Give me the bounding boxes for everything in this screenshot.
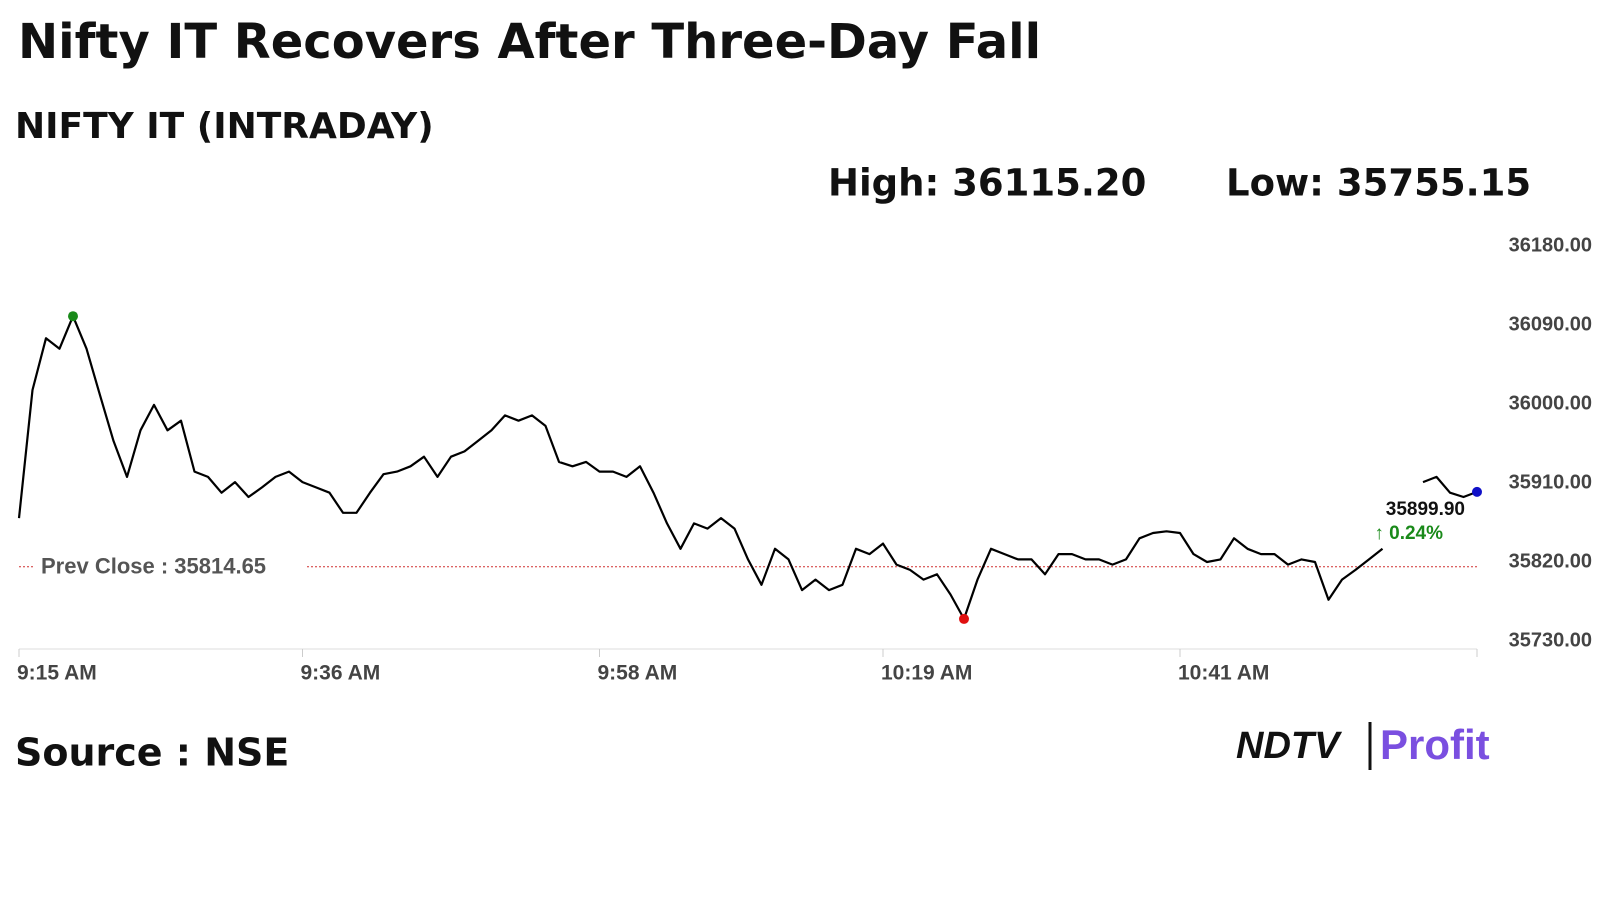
source: Source : NSE	[15, 731, 289, 775]
x-tick-label: 10:19 AM	[881, 662, 972, 685]
chart-title: Nifty IT Recovers After Three-Day Fall	[18, 14, 1041, 70]
chart-subtitle: NIFTY IT (INTRADAY)	[15, 106, 434, 147]
high-marker	[68, 311, 78, 322]
last-value-label: 35899.90	[1386, 499, 1465, 520]
change-label: ↑ 0.24%	[1374, 523, 1443, 544]
y-tick-label: 36180.00	[1509, 234, 1592, 256]
y-tick-label: 36090.00	[1509, 313, 1592, 335]
prev-close-bg	[35, 552, 305, 581]
logo-left: NDTV	[1236, 725, 1342, 767]
high-label: High: 36115.20	[828, 162, 1146, 205]
low-marker	[959, 613, 969, 624]
y-tick-label: 35730.00	[1509, 629, 1592, 651]
y-tick-label: 35910.00	[1509, 471, 1592, 493]
prev-close-label: Prev Close : 35814.65	[41, 554, 266, 579]
x-tick-label: 9:58 AM	[598, 662, 678, 685]
x-tick-label: 9:36 AM	[301, 662, 381, 685]
x-tick-label: 10:41 AM	[1178, 662, 1269, 685]
y-tick-label: 36000.00	[1509, 392, 1592, 414]
x-tick-label: 9:15 AM	[17, 662, 97, 685]
last-marker	[1472, 486, 1482, 497]
price-line	[17, 315, 1478, 620]
y-tick-label: 35820.00	[1509, 550, 1592, 572]
low-label: Low: 35755.15	[1226, 162, 1531, 205]
logo-right: Profit	[1380, 721, 1490, 768]
